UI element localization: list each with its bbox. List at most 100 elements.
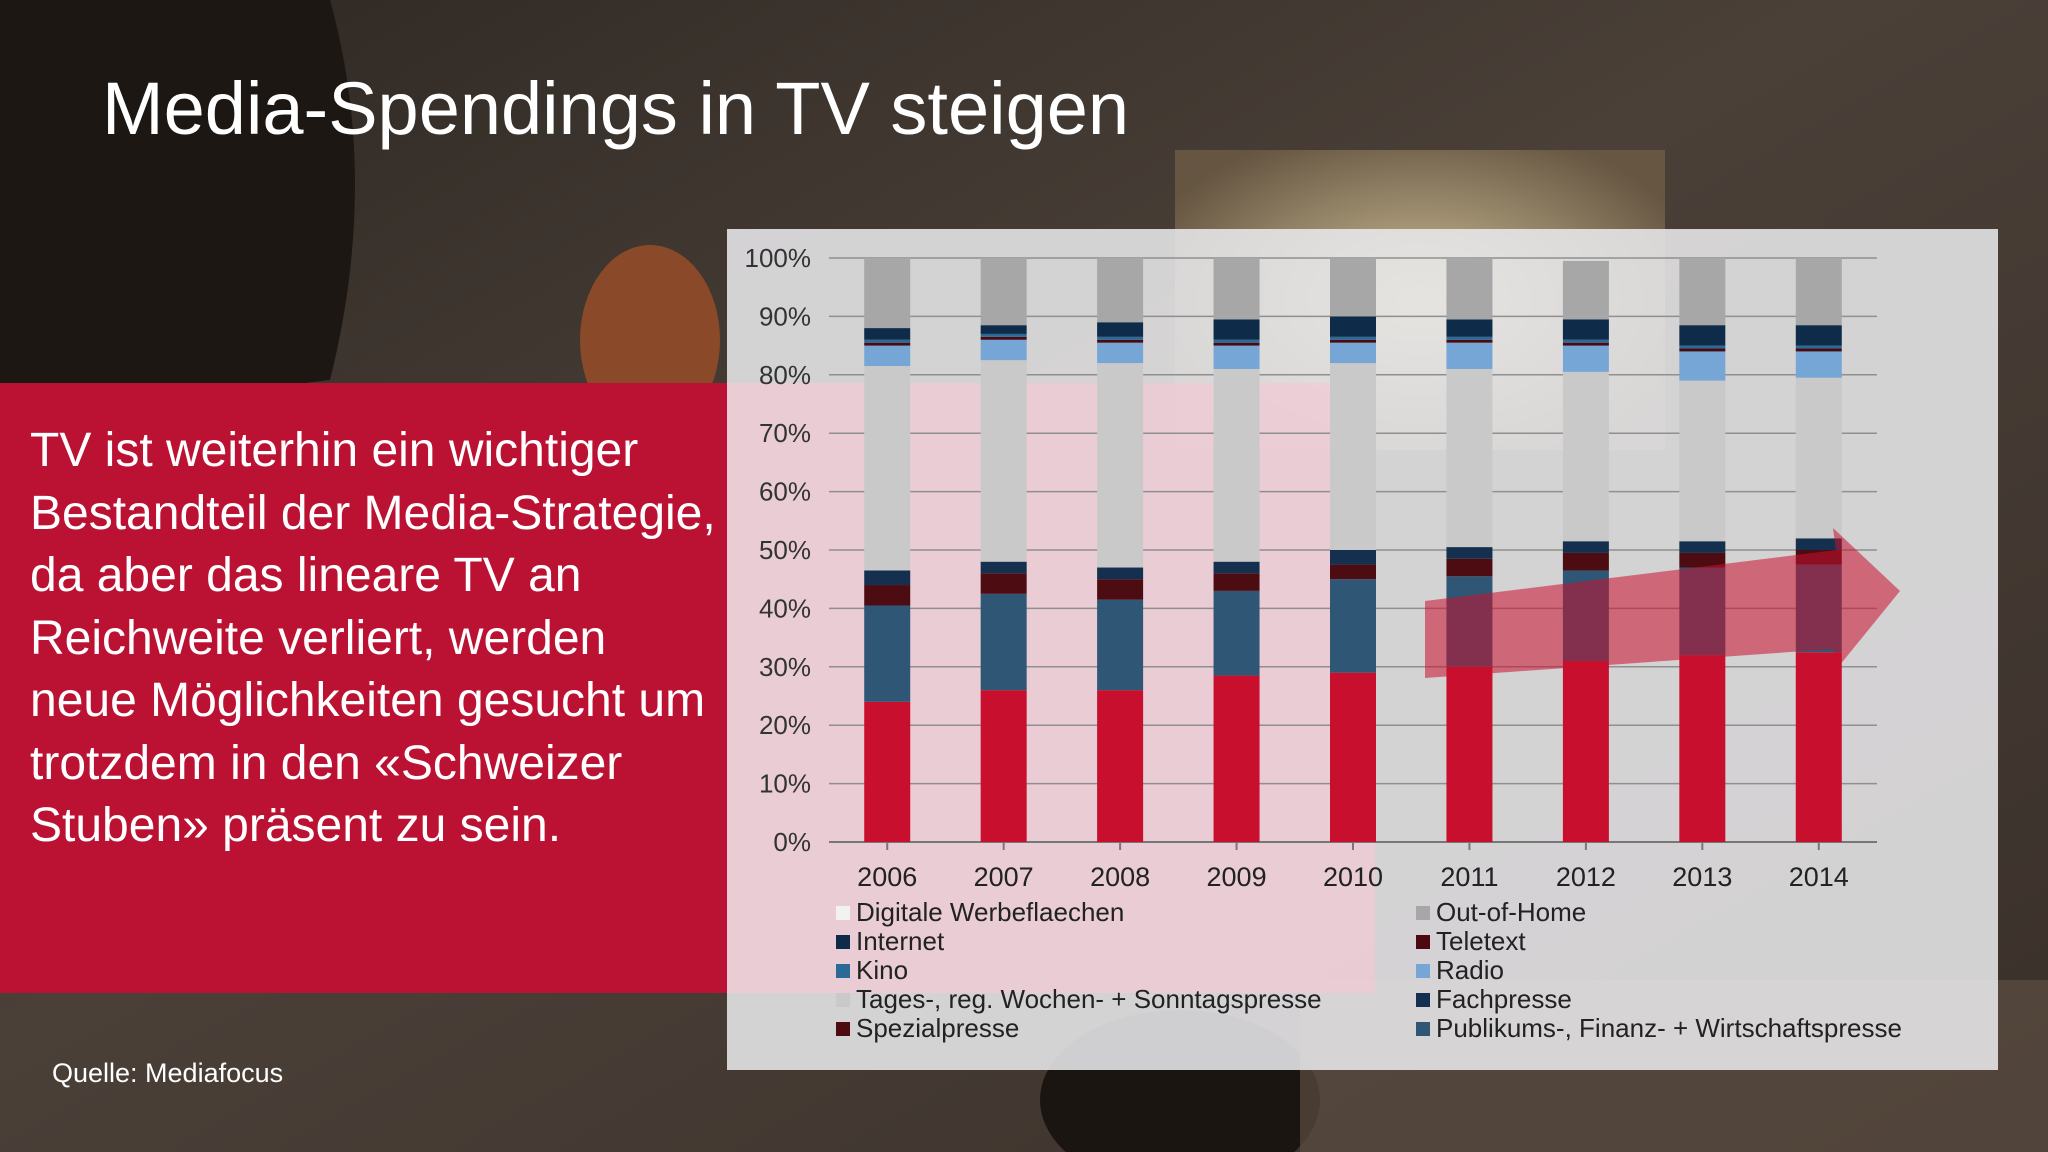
bar-segment xyxy=(1213,573,1260,591)
bar-segment xyxy=(1795,652,1842,842)
bar-segment xyxy=(1562,371,1609,542)
legend-label: Fachpresse xyxy=(1436,984,1572,1014)
bar-segment xyxy=(1330,564,1376,580)
legend-label: Teletext xyxy=(1436,926,1526,956)
bar-segment xyxy=(1446,336,1493,340)
bar-segment xyxy=(1097,363,1144,568)
bar-segment xyxy=(1562,339,1609,343)
y-tick-label: 40% xyxy=(759,593,811,623)
bar-segment xyxy=(980,258,1027,326)
bar-segment xyxy=(1097,339,1144,343)
y-tick-label: 100% xyxy=(745,243,812,273)
legend-label: Publikums-, Finanz- + Wirtschaftspresse xyxy=(1436,1013,1902,1043)
bar-segment xyxy=(1446,368,1493,548)
legend-label: Digitale Werbeflaechen xyxy=(856,897,1124,927)
bar-segment xyxy=(1679,351,1726,381)
x-tick-label: 2013 xyxy=(1672,862,1732,892)
bar-segment xyxy=(980,573,1027,594)
bar-segment xyxy=(1562,552,1609,571)
bar-segment xyxy=(1213,258,1260,320)
bar-segment xyxy=(1330,672,1376,842)
legend-swatch xyxy=(1416,964,1430,978)
bar-segment xyxy=(1330,550,1376,565)
bar-segment xyxy=(1562,319,1609,340)
bar-segment xyxy=(980,333,1027,337)
bar-segment xyxy=(1213,561,1260,574)
bar-segment xyxy=(1330,336,1376,340)
x-tick-label: 2014 xyxy=(1789,862,1849,892)
bar-segment xyxy=(980,336,1027,340)
bar-segment xyxy=(1213,345,1260,369)
slide-title: Media-Spendings in TV steigen xyxy=(102,67,1130,150)
bar-segment xyxy=(980,339,1027,361)
legend-swatch xyxy=(836,935,850,949)
bar-segment xyxy=(1097,690,1144,842)
bar-segment xyxy=(1446,558,1493,577)
y-tick-label: 20% xyxy=(759,710,811,740)
bar-segment xyxy=(1097,258,1144,323)
bar-segment xyxy=(1795,348,1842,352)
bar-segment xyxy=(1330,579,1376,673)
bar-segment xyxy=(1562,345,1609,372)
bar-segment xyxy=(1679,325,1726,346)
bar-segment xyxy=(1330,339,1376,343)
bar-segment xyxy=(1330,363,1376,550)
y-tick-label: 60% xyxy=(759,477,811,507)
bar-segment xyxy=(1795,351,1842,378)
bar-segment xyxy=(1679,345,1726,349)
bar-segment xyxy=(1097,322,1144,337)
bar-segment xyxy=(864,701,911,842)
legend-label: Tages-, reg. Wochen- + Sonntagspresse xyxy=(856,984,1322,1014)
legend-swatch xyxy=(1416,993,1430,1007)
bar-segment xyxy=(1679,541,1726,553)
y-tick-label: 30% xyxy=(759,652,811,682)
y-tick-label: 70% xyxy=(759,418,811,448)
bar-segment xyxy=(1795,258,1842,326)
bar-segment xyxy=(980,690,1027,842)
bar-segment xyxy=(1330,316,1376,337)
bar-segment xyxy=(864,585,911,606)
bar-segment xyxy=(1213,675,1260,842)
bar-segment xyxy=(1795,345,1842,349)
bar-segment xyxy=(864,328,911,340)
legend-swatch xyxy=(1416,935,1430,949)
legend-label: Out-of-Home xyxy=(1436,897,1586,927)
x-tick-label: 2008 xyxy=(1090,862,1150,892)
y-tick-label: 90% xyxy=(759,301,811,331)
legend-swatch xyxy=(836,906,850,920)
x-tick-label: 2007 xyxy=(974,862,1034,892)
bar-segment xyxy=(1562,660,1609,842)
source-note: Quelle: Mediafocus xyxy=(52,1058,284,1088)
legend-label: Spezialpresse xyxy=(856,1013,1019,1043)
bar-segment xyxy=(864,258,911,329)
bar-segment xyxy=(1213,342,1260,346)
y-tick-label: 10% xyxy=(759,769,811,799)
bar-segment xyxy=(1446,547,1493,559)
bar-segment xyxy=(1446,666,1493,842)
bar-segment xyxy=(1795,538,1842,550)
bar-segment xyxy=(1795,377,1842,539)
bar-segment xyxy=(1213,319,1260,340)
stacked-bar-chart: 0% 10% 20% 30% 40% 50% 60% 70% 80% 90% 100% 2006 200… xyxy=(745,243,1902,1043)
bar-segment xyxy=(1446,319,1493,337)
legend-swatch xyxy=(836,993,850,1007)
y-tick-label: 80% xyxy=(759,360,811,390)
bar-segment xyxy=(980,325,1027,334)
legend-swatch xyxy=(1416,1022,1430,1036)
x-tick-label: 2010 xyxy=(1323,862,1383,892)
legend-label: Radio xyxy=(1436,955,1504,985)
bar-segment xyxy=(1446,342,1493,369)
bar-segment xyxy=(1213,339,1260,343)
x-tick-label: 2011 xyxy=(1440,862,1498,892)
x-tick-label: 2009 xyxy=(1207,862,1267,892)
bar-segment xyxy=(1562,342,1609,346)
bar-segment xyxy=(864,570,911,586)
body-text: TV ist weiterhin ein wichtiger Bestandte… xyxy=(30,424,716,852)
legend-label: Internet xyxy=(856,926,945,956)
x-tick-label: 2006 xyxy=(857,862,917,892)
legend-swatch xyxy=(836,964,850,978)
bar-segment xyxy=(864,342,911,346)
bar-segment xyxy=(864,366,911,571)
bar-segment xyxy=(1097,567,1144,580)
bar-segment xyxy=(1562,541,1609,553)
